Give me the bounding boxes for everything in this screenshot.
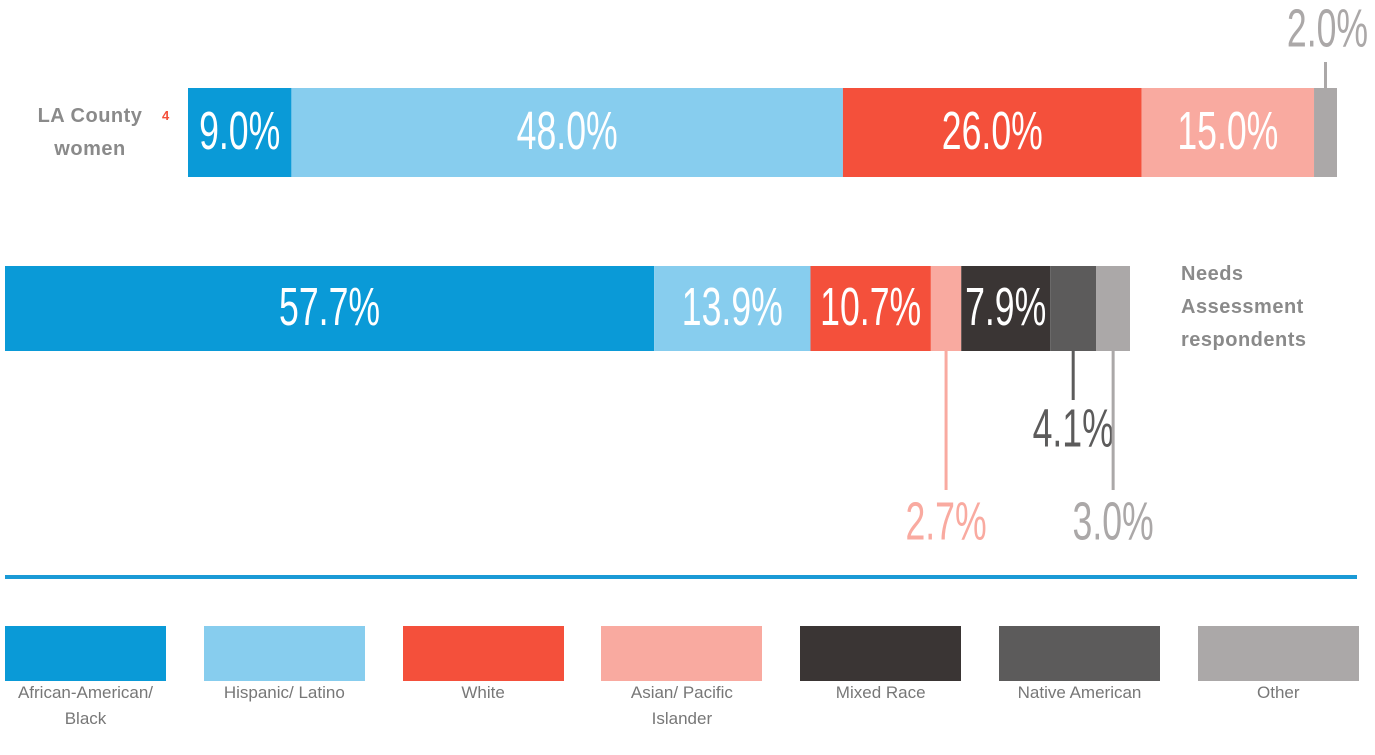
value-label: 2.7% xyxy=(905,491,986,551)
value-label: 10.7% xyxy=(820,276,921,336)
legend-swatch xyxy=(601,626,763,681)
legend-swatch xyxy=(203,626,365,681)
footnote-marker: 4 xyxy=(162,108,170,123)
value-label: 4.1% xyxy=(1033,398,1114,458)
bar-segment xyxy=(1050,266,1097,351)
value-label: 15.0% xyxy=(1177,100,1278,160)
bar-segment xyxy=(1096,266,1130,351)
value-label: 48.0% xyxy=(517,100,618,160)
bar-segment xyxy=(1141,88,1315,177)
legend-label: Mixed Race xyxy=(835,683,926,702)
value-label: 2.0% xyxy=(1287,0,1368,58)
legend-swatch xyxy=(1197,626,1359,681)
category-label: LA County women xyxy=(37,105,143,160)
legend-label: African-American/ Black xyxy=(17,683,154,728)
bar-segment xyxy=(188,88,292,177)
legend-label: White xyxy=(461,683,505,702)
value-label: 13.9% xyxy=(682,276,783,336)
legend-label: Asian/ Pacific Islander xyxy=(630,683,733,728)
legend-label: Native American xyxy=(1017,683,1142,702)
value-label: 7.9% xyxy=(965,276,1046,336)
legend-swatch xyxy=(999,626,1160,681)
bar-segment xyxy=(930,266,962,351)
category-label: Needs Assessment respondents xyxy=(1181,263,1307,351)
legend-swatch xyxy=(800,626,962,681)
bar-segment xyxy=(810,266,931,351)
bar-segment xyxy=(961,266,1051,351)
legend-label: Other xyxy=(1257,683,1300,702)
bar-segment xyxy=(1314,88,1337,177)
legend-swatch xyxy=(402,626,564,681)
value-label: 57.7% xyxy=(279,276,380,336)
bar-segment xyxy=(654,266,811,351)
legend-swatch xyxy=(5,626,166,681)
bar-segment xyxy=(291,88,843,177)
value-label: 3.0% xyxy=(1073,491,1154,551)
value-label: 26.0% xyxy=(942,100,1043,160)
bar-segment xyxy=(842,88,1142,177)
bar-segment xyxy=(5,266,655,351)
value-label: 9.0% xyxy=(199,100,280,160)
legend-label: Hispanic/ Latino xyxy=(223,683,345,702)
